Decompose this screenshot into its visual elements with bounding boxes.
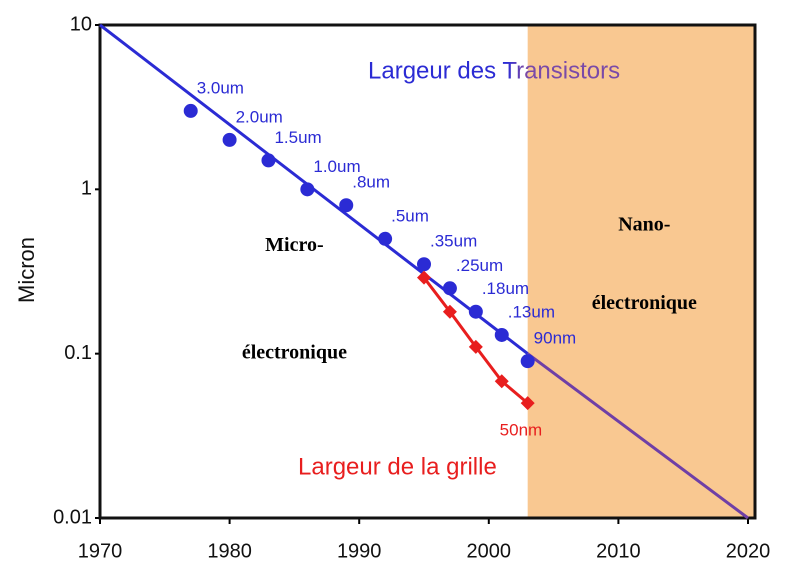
data-point <box>494 374 509 389</box>
data-label: 50nm <box>500 421 543 440</box>
y-tick-label: 0.1 <box>64 342 92 364</box>
x-tick-label: 1970 <box>78 540 123 562</box>
data-point <box>261 153 276 168</box>
data-label: 90nm <box>534 329 577 348</box>
annotation: Nano- <box>618 213 670 235</box>
data-label: 3.0um <box>197 78 244 97</box>
data-point <box>468 304 483 319</box>
data-point <box>378 231 393 246</box>
data-point <box>222 132 237 147</box>
x-tick-label: 1980 <box>207 540 252 562</box>
data-point <box>417 270 431 285</box>
annotation: électronique <box>242 341 347 363</box>
data-point <box>442 281 457 296</box>
x-tick-label: 2010 <box>596 540 641 562</box>
annotation: électronique <box>592 292 697 314</box>
data-label: .18um <box>482 279 529 298</box>
data-point <box>520 354 535 369</box>
data-point <box>417 257 431 272</box>
data-label: .8um <box>352 173 390 192</box>
data-label: .35um <box>430 232 477 251</box>
series-label: Largeur des Transistors <box>368 57 620 84</box>
data-point <box>468 339 483 354</box>
y-axis-label: Micron <box>14 237 39 303</box>
data-point <box>339 198 354 213</box>
y-tick-label: 10 <box>70 13 92 35</box>
data-point <box>183 103 198 118</box>
trend-line <box>526 352 749 520</box>
data-label: 1.5um <box>274 128 321 147</box>
x-tick-label: 1990 <box>337 540 382 562</box>
data-point <box>494 327 509 342</box>
shaded-region <box>527 25 755 518</box>
data-label: .13um <box>508 302 555 321</box>
annotation: Micro- <box>265 234 324 256</box>
y-tick-label: 0.01 <box>53 506 92 528</box>
data-label: .5um <box>391 206 429 225</box>
x-tick-label: 2020 <box>726 540 771 562</box>
data-point <box>300 182 315 197</box>
data-point <box>442 304 457 319</box>
data-point <box>520 396 535 411</box>
data-label: 2.0um <box>236 107 283 126</box>
data-label: 1.0um <box>313 157 360 176</box>
y-tick-label: 1 <box>81 178 92 200</box>
series-label: Largeur de la grille <box>298 453 497 480</box>
x-tick-label: 2000 <box>467 540 512 562</box>
data-label: .25um <box>456 256 503 275</box>
plot-frame <box>98 23 757 520</box>
